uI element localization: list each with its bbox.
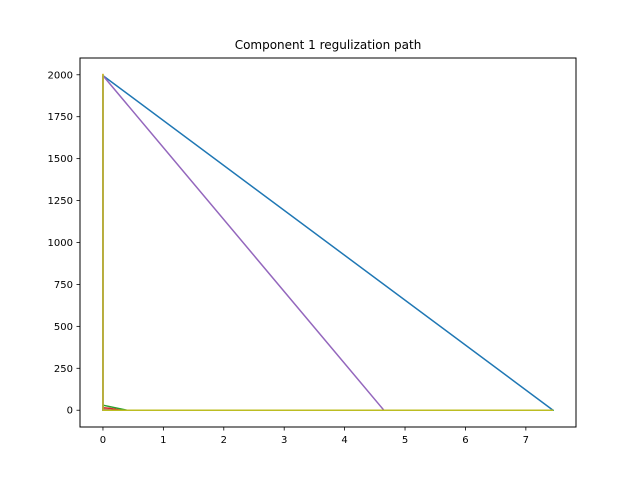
- x-tick-label: 0: [100, 435, 106, 446]
- x-axis: 0 1 2 3 4 5 6 7: [100, 427, 529, 446]
- chart-title: Component 1 regulization path: [235, 38, 422, 52]
- y-tick-label: 750: [54, 280, 73, 291]
- x-tick-label: 7: [523, 435, 529, 446]
- x-tick-label: 6: [462, 435, 468, 446]
- y-tick-label: 2000: [48, 70, 73, 81]
- series-line-3: [102, 404, 554, 411]
- y-tick-label: 250: [54, 364, 73, 375]
- series-line-1: [102, 75, 554, 411]
- x-tick-label: 1: [160, 435, 166, 446]
- y-tick-label: 500: [54, 322, 73, 333]
- y-tick-label: 1250: [48, 196, 73, 207]
- x-tick-label: 2: [221, 435, 227, 446]
- series-line-9: [102, 73, 554, 411]
- series-line-5: [102, 75, 385, 411]
- x-tick-label: 4: [341, 435, 347, 446]
- y-tick-label: 1000: [48, 238, 73, 249]
- series-group: [102, 73, 554, 411]
- y-tick-label: 1750: [48, 112, 73, 123]
- x-tick-label: 5: [402, 435, 408, 446]
- y-axis: 0 250 500 750 1000 1250 1500 1750 2000: [48, 70, 80, 417]
- y-tick-label: 0: [67, 406, 73, 417]
- x-tick-label: 3: [281, 435, 287, 446]
- y-tick-label: 1500: [48, 154, 73, 165]
